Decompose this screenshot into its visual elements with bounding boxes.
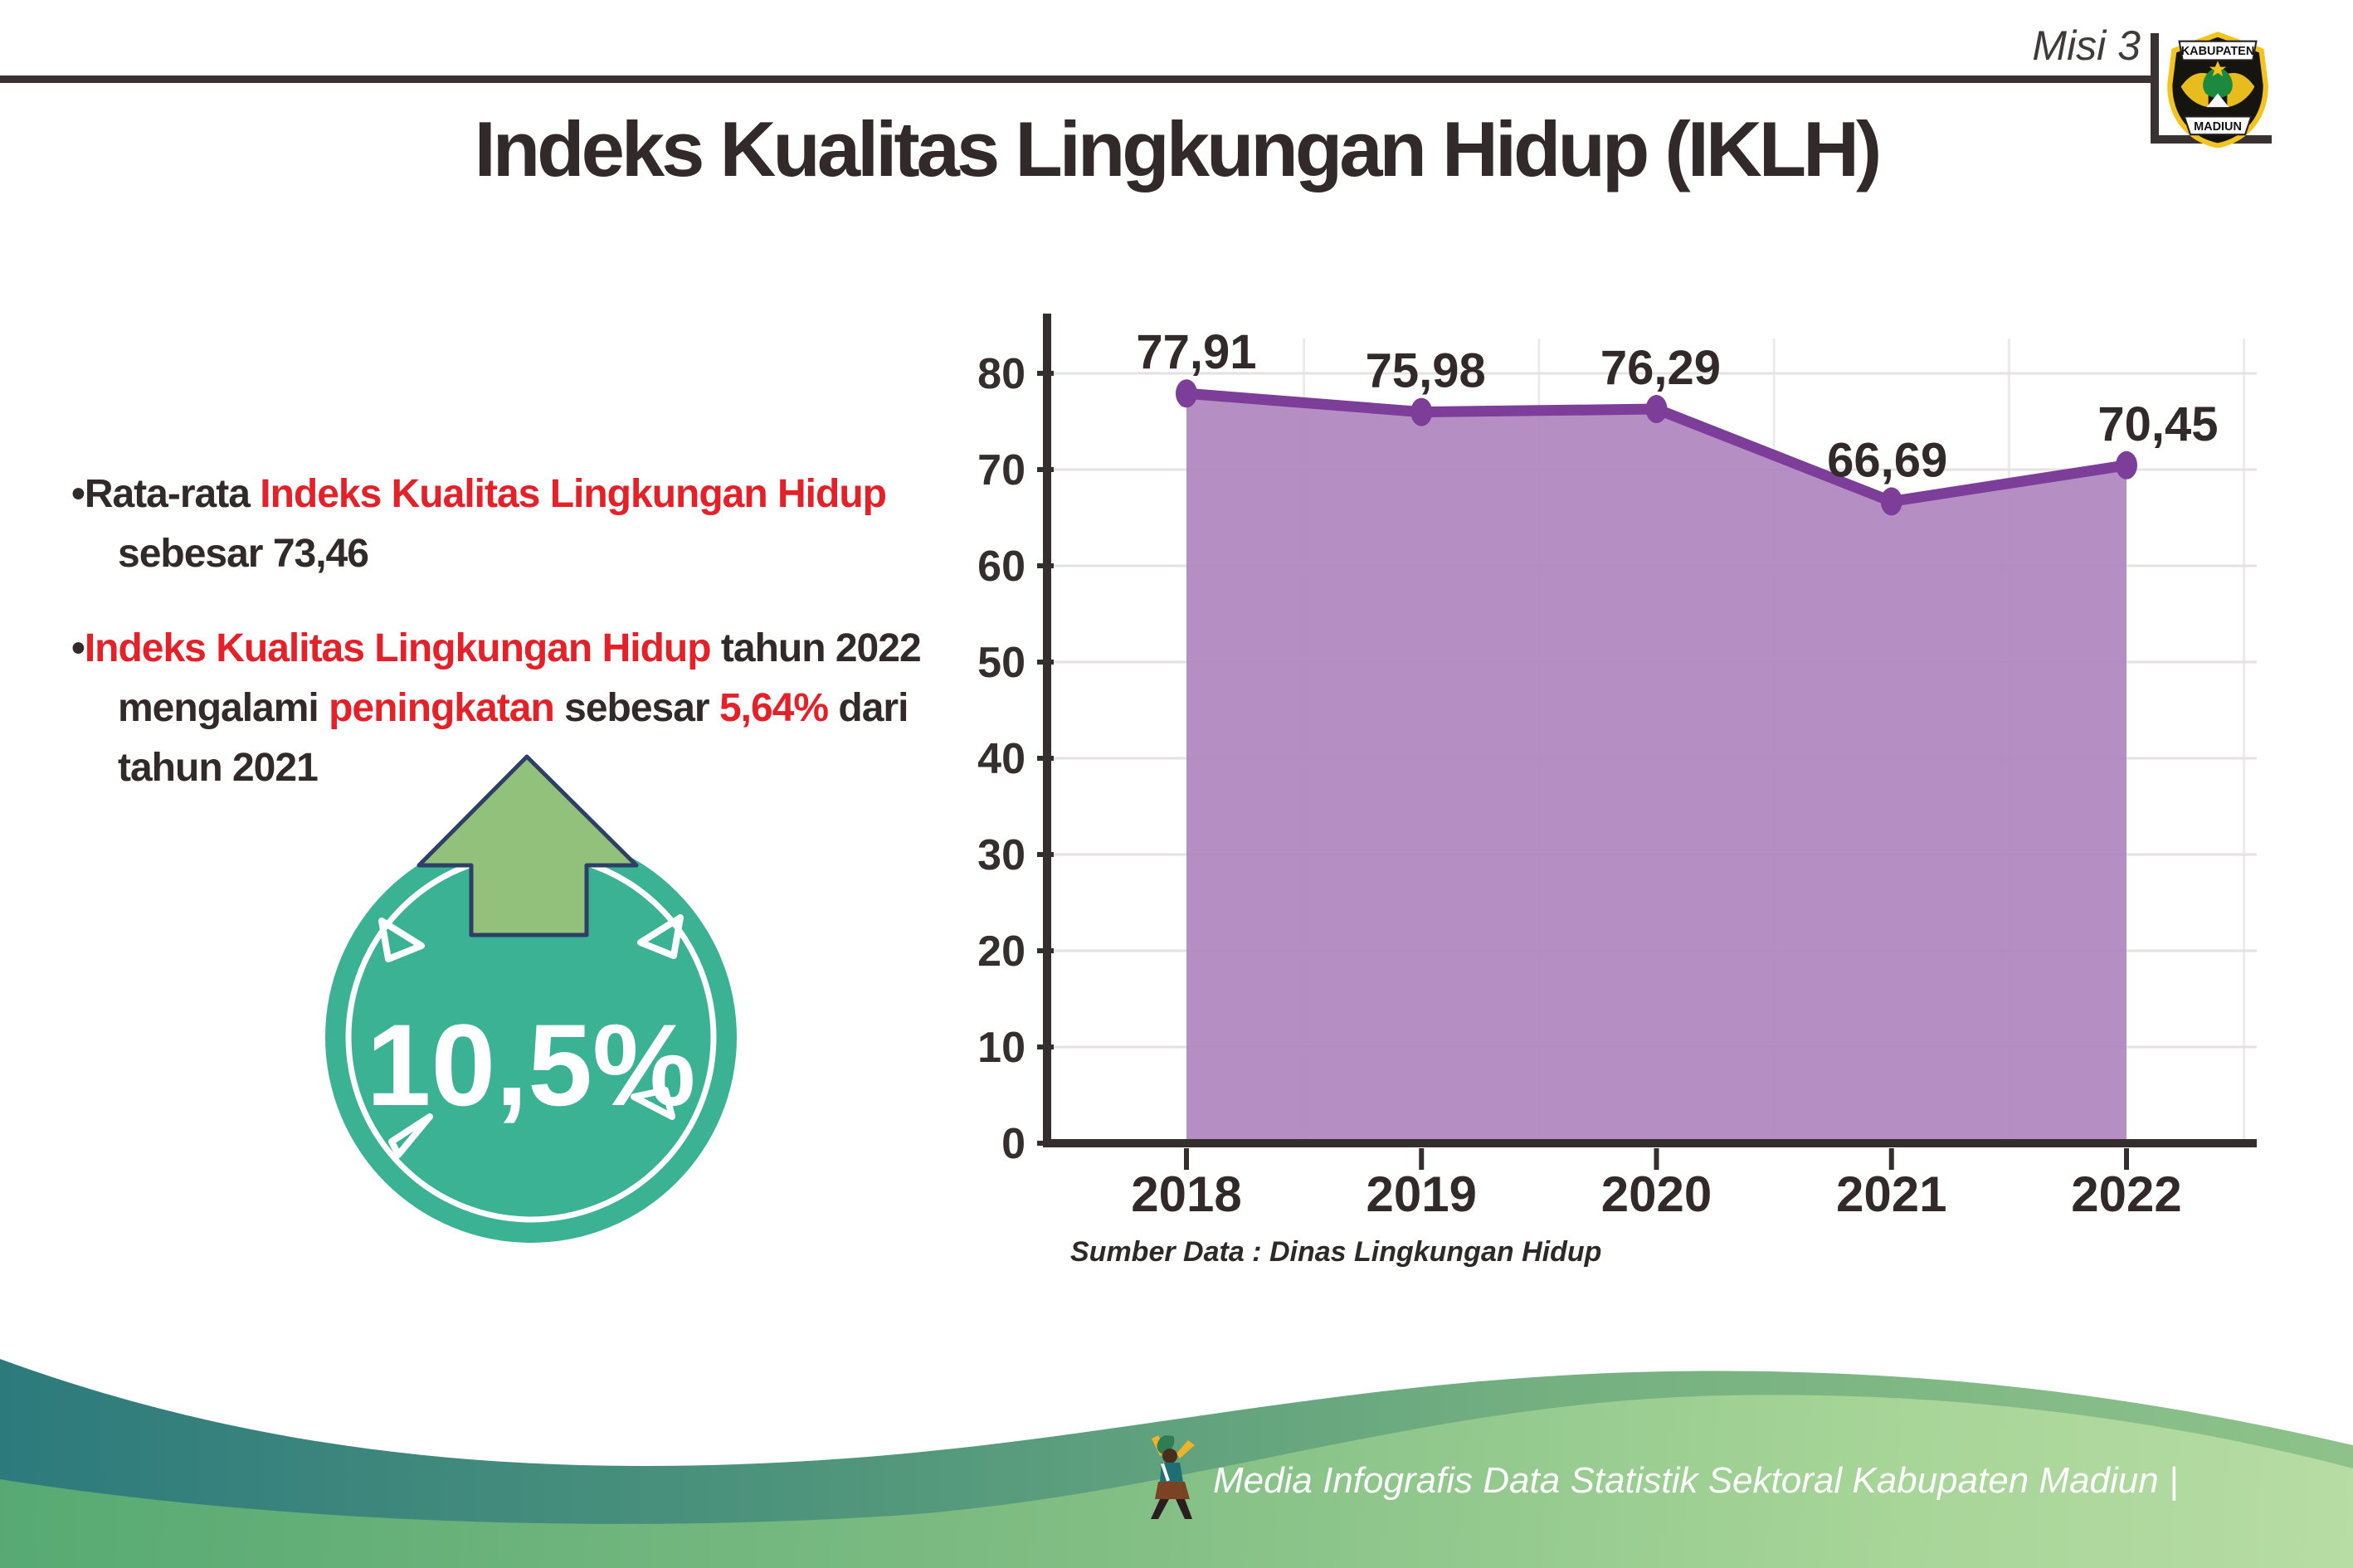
footer-wave — [0, 1359, 2353, 1568]
bullet2-line3: tahun 2021 — [118, 746, 319, 790]
y-tick-label: 40 — [977, 735, 1025, 783]
area-fill — [1186, 393, 2126, 1143]
y-tick-label: 0 — [1001, 1120, 1025, 1168]
data-label: 75,98 — [1366, 344, 1486, 398]
kabupaten-madiun-logo-icon: KABUPATEN MADIUN — [2167, 32, 2268, 148]
data-point — [1410, 397, 1433, 426]
triangle-decoration-icon — [631, 1087, 675, 1120]
x-tick-label: 2021 — [1836, 1166, 1946, 1222]
iklh-area-chart: 0 10 20 30 40 50 60 70 80 2018 77,91 2019 75,98 2020 7… — [977, 314, 2257, 1222]
y-tick-label: 10 — [977, 1024, 1025, 1072]
y-tick-label: 30 — [977, 831, 1025, 879]
logo-tree — [2203, 66, 2233, 99]
triangle-decoration-icon — [378, 918, 425, 962]
x-tick-label: 2022 — [2071, 1166, 2181, 1222]
logo-banner-bottom — [2183, 115, 2253, 136]
x-tick-label: 2020 — [1601, 1166, 1712, 1222]
y-tick-label: 80 — [977, 350, 1025, 398]
page-title: Indeks Kualitas Lingkungan Hidup (IKLH) — [474, 105, 1883, 192]
bullet-average-iklh: •Rata-rata Indeks Kualitas Lingkungan Hi… — [71, 465, 1050, 584]
mascot-arm-right — [1176, 1440, 1195, 1458]
data-point — [2116, 450, 2137, 480]
triangle-decoration-icon — [637, 914, 684, 959]
logo-frame-vertical — [2151, 33, 2159, 143]
mascot-leg-left — [1151, 1499, 1169, 1519]
badge-value: 10,5% — [367, 1000, 696, 1130]
logo-mountain — [2206, 93, 2229, 108]
bullet-iklh-increase: •Indeks Kualitas Lingkungan Hidup tahun … — [71, 619, 1050, 798]
data-point — [1880, 487, 1902, 516]
x-tick-label: 2019 — [1366, 1166, 1477, 1222]
header-rule — [0, 75, 2154, 83]
x-tick-label: 2018 — [1131, 1166, 1241, 1222]
logo-wing-right — [2227, 72, 2255, 108]
mascot-leg-right — [1176, 1499, 1192, 1519]
logo-star — [2209, 61, 2227, 77]
bullet-marker: • — [71, 472, 85, 516]
logo-banner-top — [2178, 40, 2258, 61]
logo-wing-left — [2180, 72, 2209, 108]
mascot-head — [1162, 1449, 1177, 1463]
data-label: 76,29 — [1600, 341, 1721, 395]
mascot-sash — [1161, 1463, 1170, 1482]
logo-banner-top-text: KABUPATEN — [2181, 45, 2255, 58]
increase-arrow-icon — [417, 754, 639, 937]
misi-label: Misi 3 — [2032, 22, 2141, 69]
bullet-marker: • — [71, 626, 85, 670]
data-label: 70,45 — [2097, 397, 2218, 451]
mascot-icon — [1151, 1435, 1195, 1519]
y-tick-label: 20 — [977, 928, 1025, 976]
triangle-decoration-icon — [388, 1113, 433, 1158]
logo-banner-bottom-text: MADIUN — [2194, 120, 2242, 134]
mascot-skirt — [1155, 1482, 1190, 1499]
y-tick-label: 60 — [977, 543, 1025, 591]
bullet2-line1: •Indeks Kualitas Lingkungan Hidup tahun … — [71, 626, 922, 670]
data-label: 77,91 — [1136, 325, 1256, 379]
y-tick-label: 50 — [977, 639, 1025, 687]
y-tick-label: 70 — [977, 446, 1025, 494]
data-label: 66,69 — [1827, 433, 1947, 487]
bullet1-line2: sebesar 73,46 — [118, 532, 369, 576]
growth-badge: 10,5% — [325, 754, 737, 1243]
bullet1-line1: •Rata-rata Indeks Kualitas Lingkungan Hi… — [71, 472, 887, 516]
footer-brand: Media Infografis Data Statistik Sektoral… — [1213, 1460, 2179, 1501]
bullet2-line2: mengalami peningkatan sebesar 5,64% dari — [118, 686, 909, 730]
data-point — [1176, 379, 1197, 408]
badge-circle — [325, 831, 737, 1243]
source-note: Sumber Data : Dinas Lingkungan Hidup — [1070, 1236, 1602, 1268]
data-point — [1645, 395, 1668, 424]
